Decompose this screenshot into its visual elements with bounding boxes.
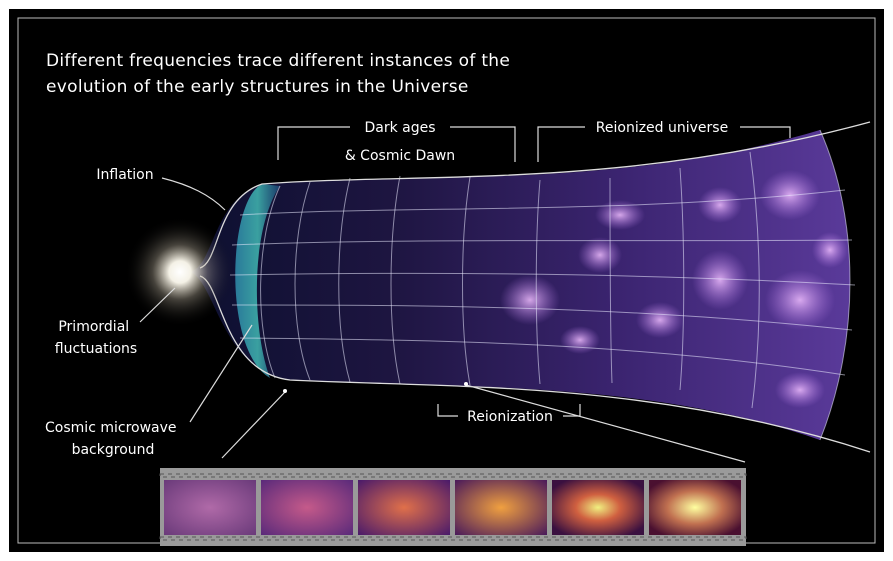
dark-ages-bracket [277,126,516,162]
film-strip [159,468,747,546]
text-line: background [72,442,155,458]
text-line: Primordial [58,319,129,335]
cmb-label: Cosmic microwave background [45,420,181,458]
inflation-label: Inflation [96,167,153,183]
reionized-label: Reionized universe [596,120,728,136]
cmb-leader [189,324,253,423]
text-line: Cosmic microwave [45,420,176,436]
title: Different frequencies trace different in… [46,51,516,97]
reionized-bracket [537,126,791,162]
leader-dot [464,382,468,386]
cmb-surface [235,184,280,378]
primordial-leader [139,287,176,323]
film-leader-right [465,384,746,463]
leader-dot [283,389,287,393]
text-line: fluctuations [55,341,137,357]
funnel-grid [229,129,856,441]
inflation-leader [161,177,226,211]
big-bang-glow [125,217,235,327]
primordial-label: Primordial fluctuations [55,319,137,357]
dark-ages-label: Dark ages [364,120,435,136]
text-line: Different frequencies trace different in… [46,51,510,71]
film-leader-left [221,391,286,459]
cosmic-dawn-label: & Cosmic Dawn [345,148,455,164]
text-line: evolution of the early structures in the… [46,77,469,97]
reionization-label: Reionization [467,409,553,425]
funnel-outline [199,121,871,453]
